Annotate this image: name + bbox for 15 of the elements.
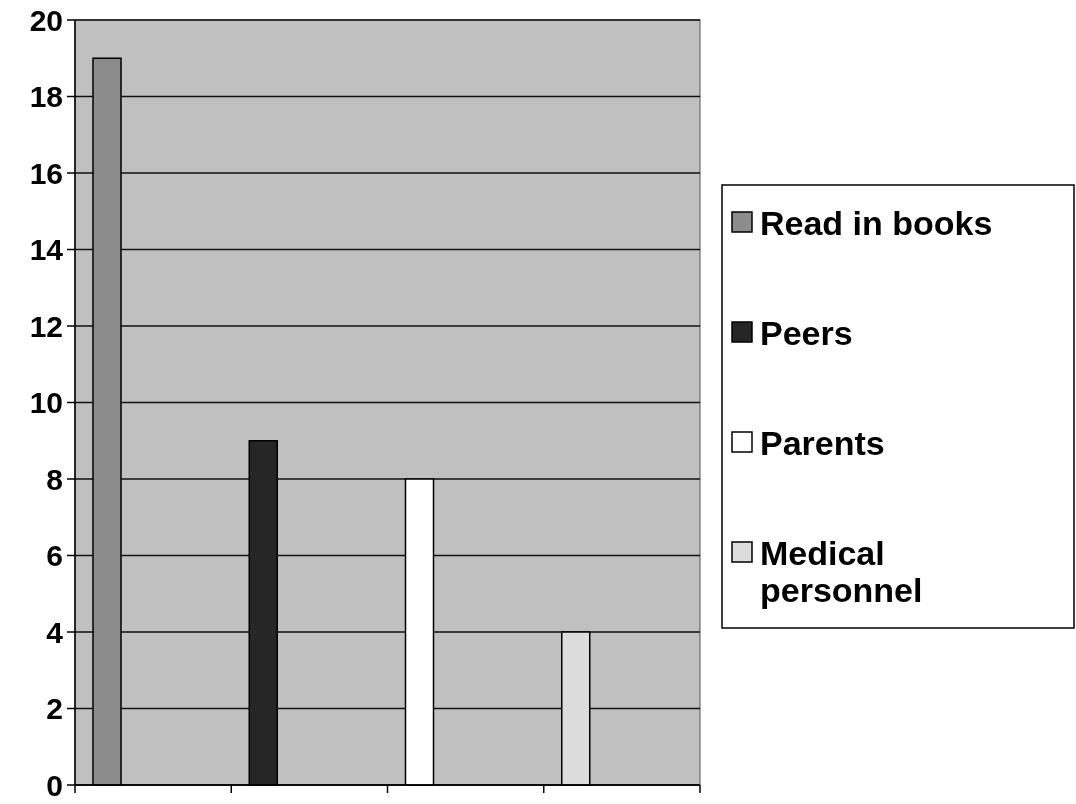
y-tick-label: 8 bbox=[46, 462, 63, 496]
y-tick-label: 0 bbox=[46, 768, 63, 802]
legend-label: Read in books bbox=[760, 203, 993, 242]
y-tick-label: 6 bbox=[46, 539, 63, 572]
y-tick-label: 20 bbox=[29, 3, 63, 37]
y-tick-label: 14 bbox=[29, 233, 64, 266]
y-tick-label: 16 bbox=[29, 156, 63, 190]
y-tick-label: 4 bbox=[46, 615, 64, 649]
y-tick-label: 18 bbox=[29, 80, 63, 113]
y-tick-label: 2 bbox=[46, 692, 63, 725]
legend-label: Parents bbox=[760, 423, 885, 462]
legend-label: Peers bbox=[760, 313, 853, 352]
legend-label: Medical personnel bbox=[760, 533, 923, 610]
y-tick-label: 10 bbox=[29, 386, 63, 419]
y-tick-label: 12 bbox=[29, 309, 63, 343]
